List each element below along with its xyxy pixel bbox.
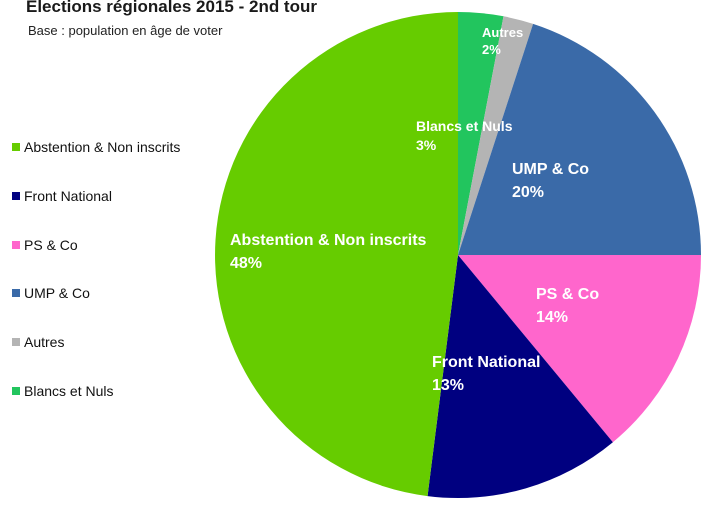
legend-label: UMP & Co xyxy=(24,285,90,302)
pie-slice xyxy=(458,255,701,443)
legend-item: PS & Co xyxy=(12,220,222,269)
legend-label: Abstention & Non inscrits xyxy=(24,139,181,156)
chart-subtitle: Base : population en âge de voter xyxy=(28,23,223,38)
slice-name-label: Autres xyxy=(482,25,523,40)
legend-swatch xyxy=(12,143,20,152)
chart-legend: Abstention & Non inscrits Front National… xyxy=(12,123,222,415)
slice-value-label: 20% xyxy=(512,184,544,201)
legend-swatch xyxy=(12,386,20,395)
slice-name-label: Blancs et Nuls xyxy=(416,118,513,134)
chart-title: Elections régionales 2015 - 2nd tour xyxy=(26,0,317,16)
slice-value-label: 48% xyxy=(230,255,262,272)
slice-name-label: Abstention & Non inscrits xyxy=(230,232,427,249)
legend-swatch xyxy=(12,192,20,201)
pie-slice xyxy=(215,12,458,497)
slice-value-label: 2% xyxy=(482,42,501,57)
slice-value-label: 13% xyxy=(432,377,464,394)
legend-item: Abstention & Non inscrits xyxy=(12,123,222,172)
legend-item: Front National xyxy=(12,172,222,221)
legend-swatch xyxy=(12,289,20,298)
legend-label: PS & Co xyxy=(24,236,78,253)
slice-name-label: Front National xyxy=(432,354,540,371)
pie-slice xyxy=(458,11,504,255)
slice-value-label: 14% xyxy=(536,309,568,326)
pie-slice xyxy=(427,255,613,498)
slice-name-label: PS & Co xyxy=(536,286,599,303)
slice-name-label: UMP & Co xyxy=(512,161,589,178)
legend-label: Front National xyxy=(24,188,112,205)
legend-item: Autres xyxy=(12,318,222,367)
slice-value-label: 3% xyxy=(416,137,437,153)
pie-slice xyxy=(458,16,534,255)
legend-label: Blancs et Nuls xyxy=(24,382,114,399)
legend-swatch xyxy=(12,338,20,347)
pie-slice xyxy=(458,23,701,255)
legend-label: Autres xyxy=(24,334,65,351)
legend-swatch xyxy=(12,240,20,249)
legend-item: UMP & Co xyxy=(12,269,222,318)
legend-item: Blancs et Nuls xyxy=(12,366,222,415)
